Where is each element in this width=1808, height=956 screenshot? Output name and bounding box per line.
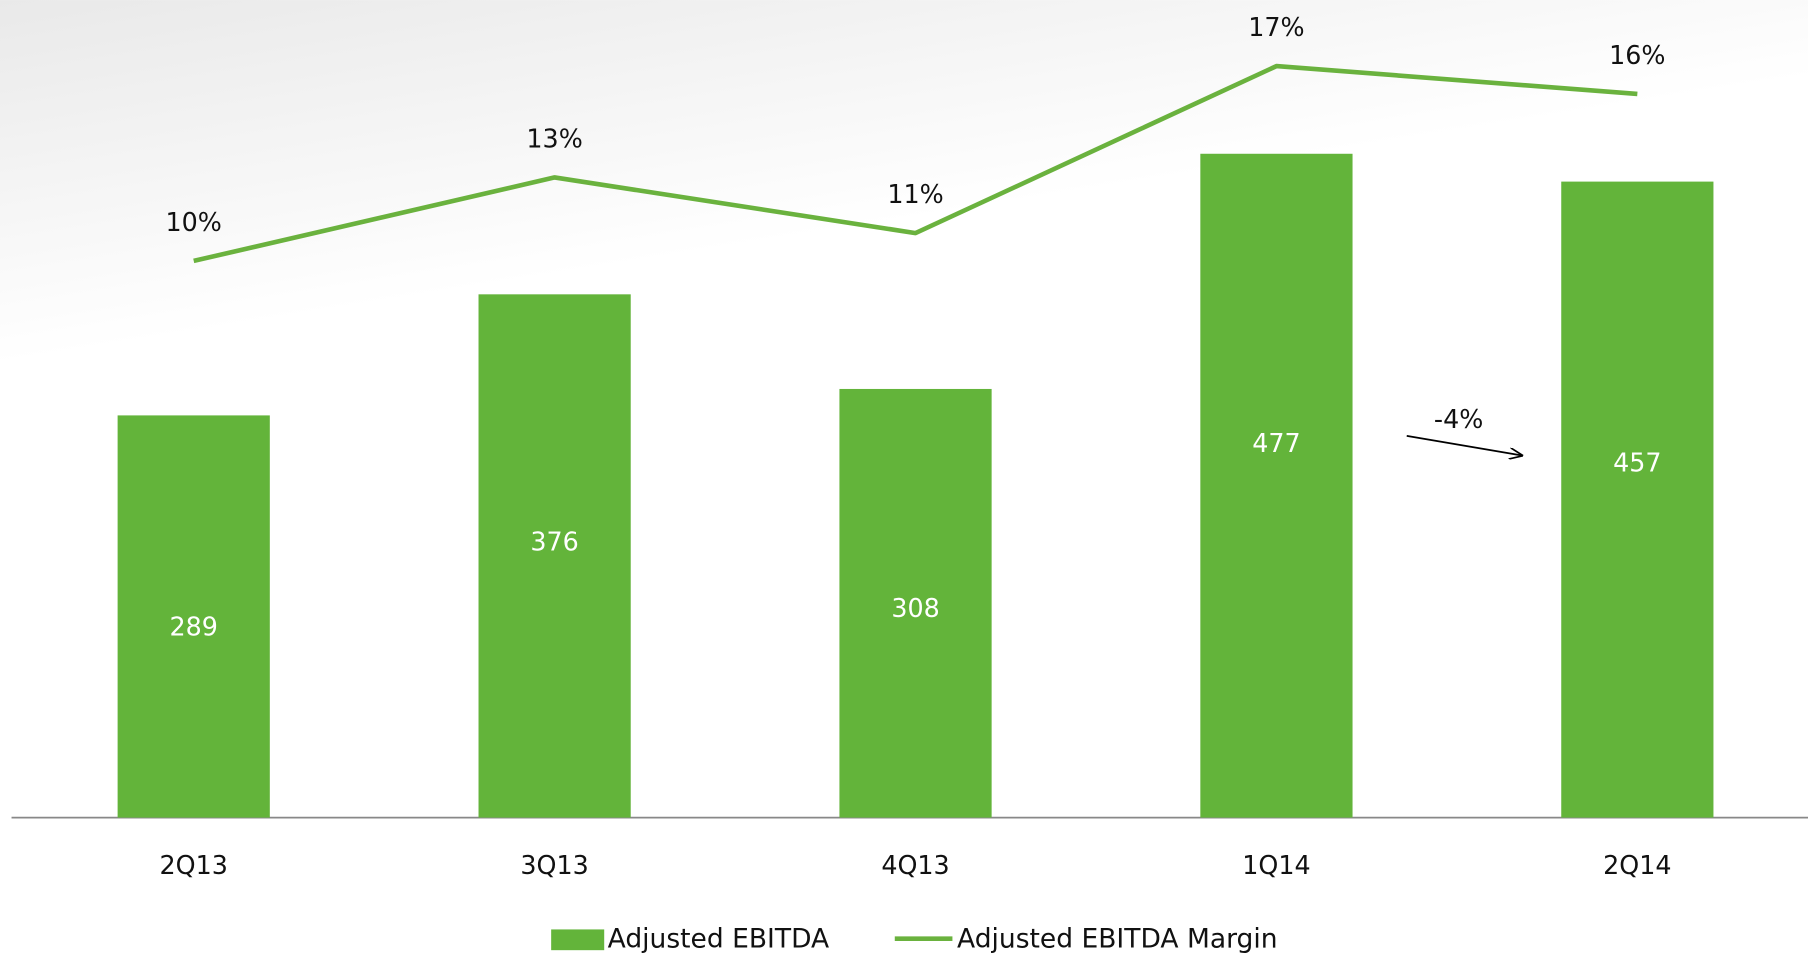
bar <box>1561 181 1714 818</box>
bar <box>839 388 992 818</box>
x-tick-label: 4Q13 <box>881 850 949 880</box>
bar-value-label: 376 <box>530 527 578 557</box>
line-value-label: 17% <box>1248 12 1304 42</box>
bar-value-label: 477 <box>1252 428 1300 458</box>
x-tick-label: 2Q13 <box>160 850 228 880</box>
bar-value-label: 457 <box>1613 448 1661 478</box>
line-value-label: 10% <box>166 207 222 237</box>
bar <box>1200 153 1353 818</box>
x-tick-label: 3Q13 <box>520 850 588 880</box>
legend-label: Adjusted EBITDA Margin <box>957 923 1278 954</box>
line-value-label: 11% <box>887 179 943 209</box>
line-value-label: 16% <box>1609 40 1665 70</box>
x-tick-label: 2Q14 <box>1603 850 1671 880</box>
line <box>193 63 1638 264</box>
x-tick-label: 1Q14 <box>1242 850 1310 880</box>
bar <box>117 415 270 818</box>
legend-label: Adjusted EBITDA <box>608 923 830 954</box>
bar-value-label: 289 <box>170 611 218 641</box>
legend-swatch <box>551 929 605 951</box>
annotation-arrow <box>1406 435 1522 456</box>
bar-value-label: 308 <box>891 593 939 623</box>
line-value-label: 13% <box>526 124 582 154</box>
annotation: -4% <box>1434 404 1483 434</box>
bar <box>478 294 631 818</box>
